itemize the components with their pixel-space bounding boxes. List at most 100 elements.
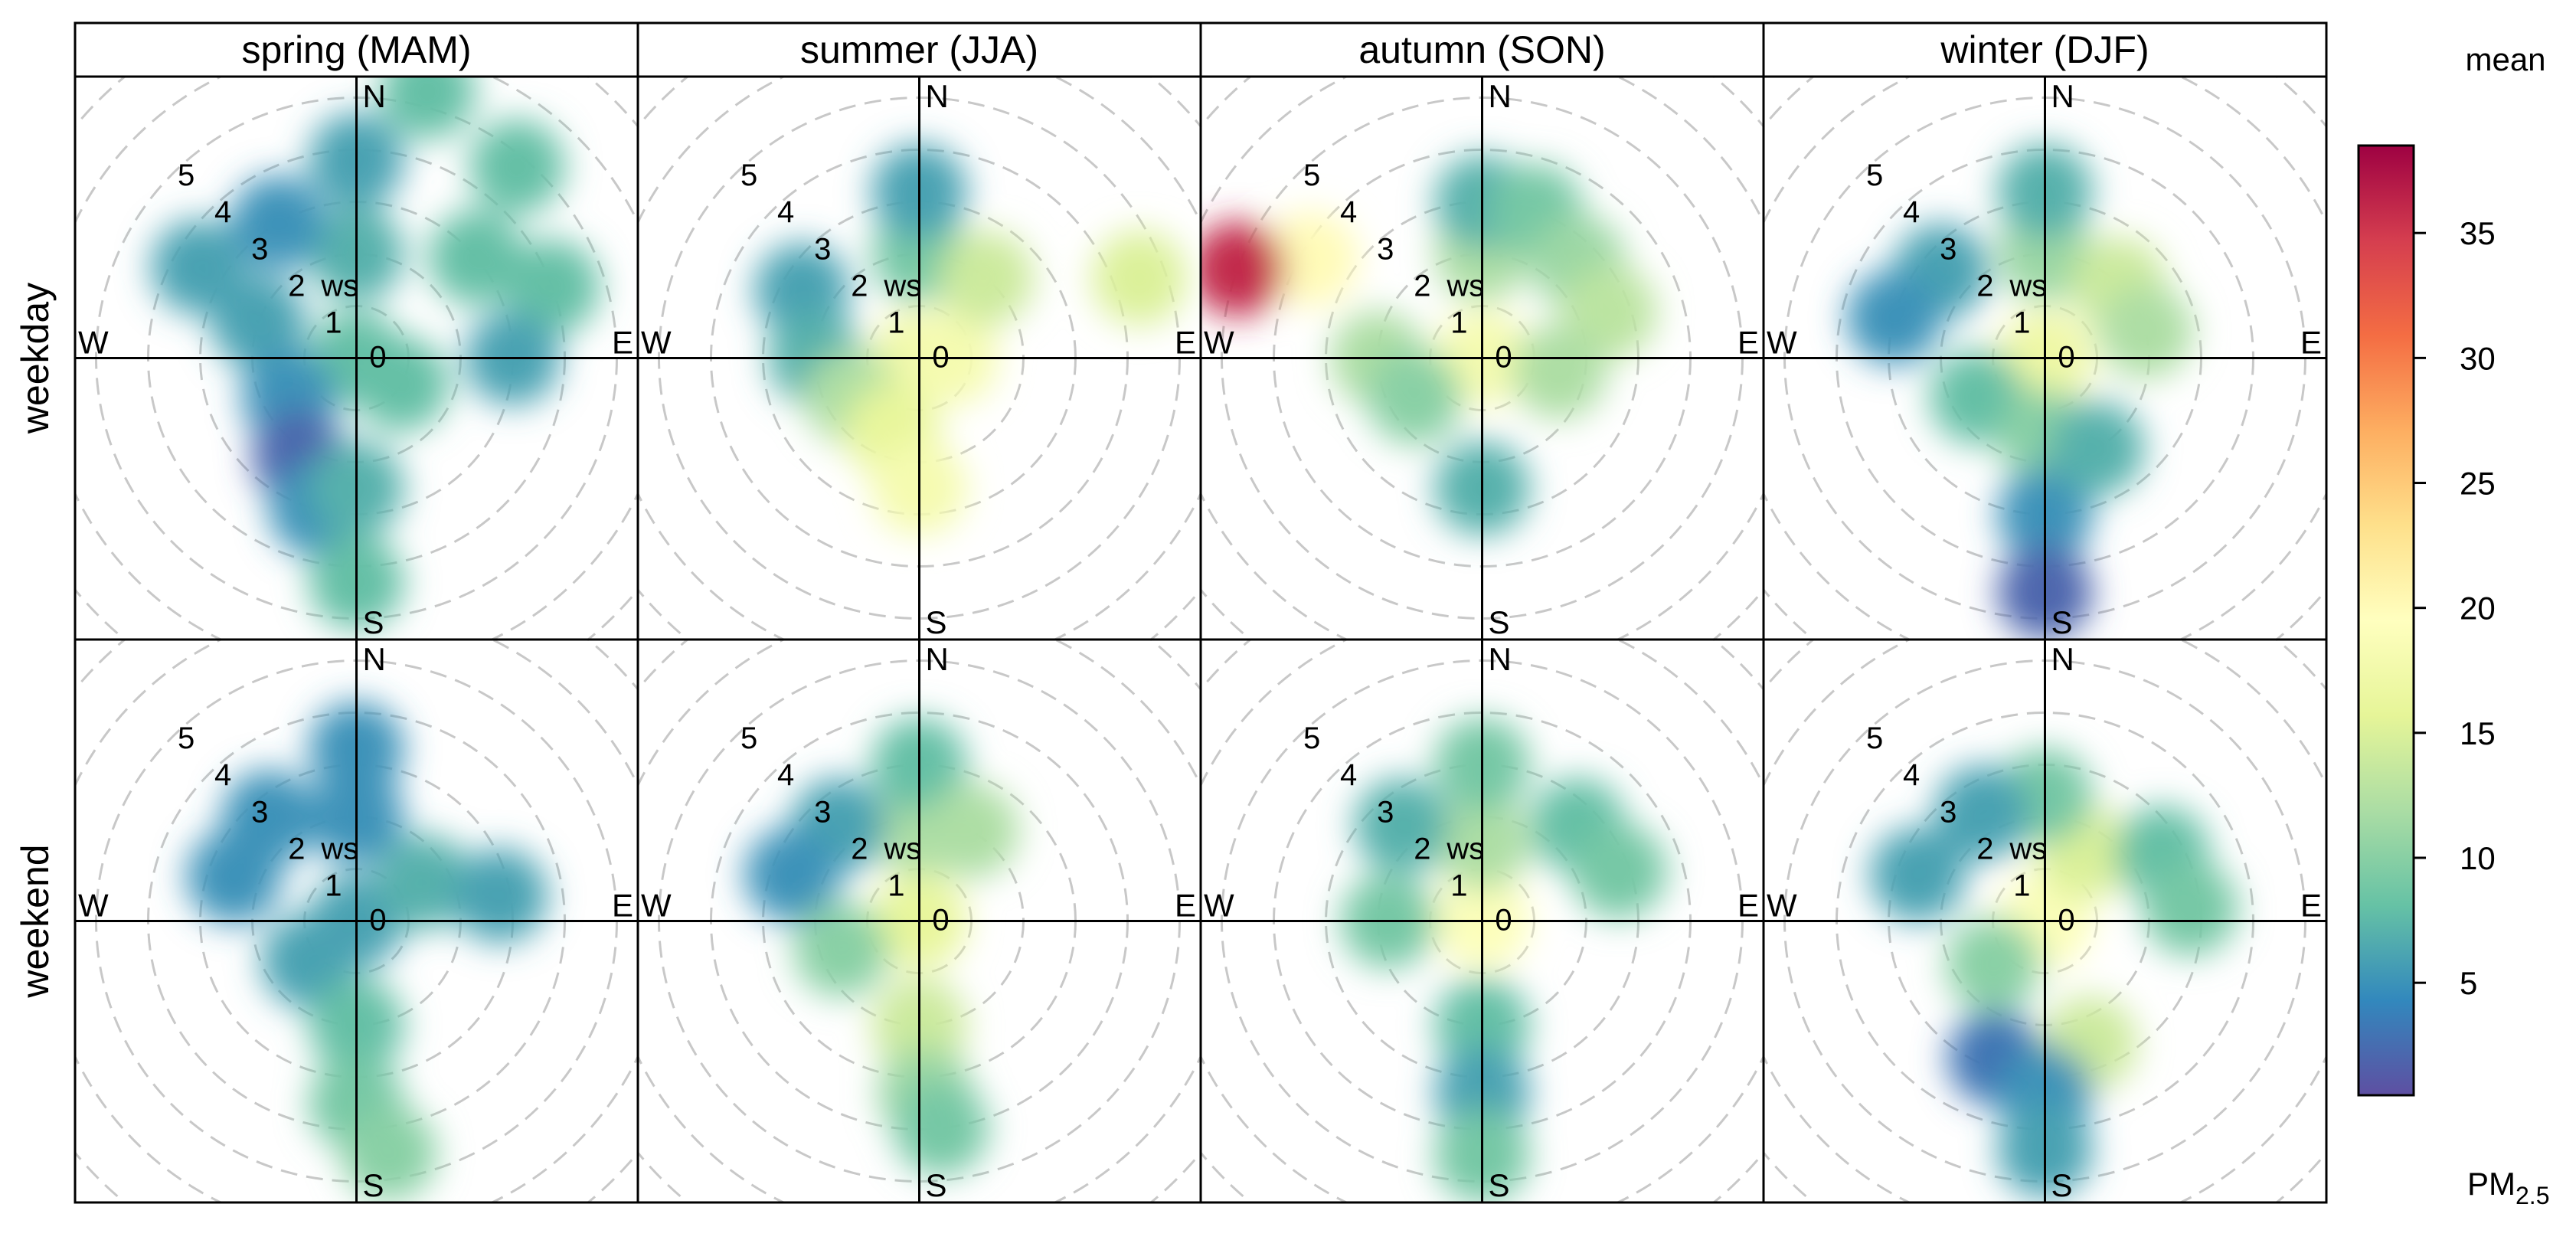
pm-value-blob [230,175,326,270]
ws-ring-label: 5 [178,721,195,755]
compass-west: W [78,325,109,361]
ws-ring-label: 0 [1495,904,1512,937]
ws-ring-label: 5 [1303,159,1320,192]
pm-value-blob [1511,324,1607,420]
ws-ring-label: 3 [1377,232,1394,266]
ws-ring-label: 1 [2013,869,2030,902]
season-label: summer (JJA) [800,28,1038,71]
pm-value-blob [376,834,472,930]
ws-ring-label: 1 [325,869,342,902]
compass-west: W [641,888,672,924]
season-label: autumn (SON) [1358,28,1605,71]
season-label: winter (DJF) [1940,28,2149,71]
ws-ring-label: 4 [214,195,231,229]
compass-south: S [926,1167,947,1203]
compass-east: E [2300,888,2322,924]
compass-south: S [926,604,947,640]
ws-ring-label: 0 [2058,904,2074,937]
pm-value-blob [1870,827,1966,923]
ws-ring-label: 1 [2013,306,2030,339]
ws-ring-label: 4 [1903,195,1920,229]
colorbar-tick-label: 15 [2460,715,2496,751]
pm-value-blob [2097,283,2193,379]
pm-surface [1846,143,2193,640]
compass-east: E [1175,888,1196,924]
pm-surface [1201,154,1657,536]
colorbar-ramp [2357,144,2415,1097]
compass-south: S [363,1167,384,1203]
compass-west: W [78,888,109,924]
ws-ring-label: 5 [1866,721,1883,755]
compass-north: N [926,78,949,114]
pm-value-blob [793,901,889,997]
ws-variable-label: ws [1446,269,1484,303]
ws-ring-label: 2 [1414,269,1430,303]
ws-ring-label: 3 [251,232,268,266]
pm-value-blob [354,336,449,432]
figure-frame [74,21,2328,1204]
pm-value-blob [211,274,306,370]
compass-south: S [2051,604,2073,640]
compass-east: E [612,325,633,361]
ws-ring-label: 3 [251,795,268,829]
pm-surface [1870,748,2238,1198]
ws-ring-label: 1 [888,869,904,902]
ws-ring-label: 4 [777,195,794,229]
compass-east: E [2300,325,2322,361]
pm-value-blob [428,210,524,306]
ws-ring-label: 2 [851,269,868,303]
pm-value-blob [744,827,840,923]
colorbar-tick-label: 25 [2460,466,2496,502]
colorbar-tick-label: 10 [2460,840,2496,876]
ws-ring-label: 1 [1450,869,1467,902]
ws-variable-label: ws [1446,832,1484,865]
pm-value-blob [505,239,600,335]
ws-ring-label: 3 [1940,232,1957,266]
ws-ring-label: 5 [1303,721,1320,755]
ws-ring-label: 0 [2058,341,2074,375]
ws-ring-label: 5 [1866,159,1883,192]
season-strips: spring (MAM) summer (JJA) autumn (SON) wint… [74,21,2328,78]
pm-value-blob [938,231,1034,326]
compass-west: W [1767,888,1797,924]
ws-variable-label: ws [2009,832,2047,865]
pm-surface [151,77,600,630]
colorbar-tick-label: 30 [2460,340,2496,376]
compass-east: E [1737,888,1759,924]
ws-ring-label: 2 [288,832,305,865]
compass-north: N [2051,78,2074,114]
statistic-label: mean [2465,41,2545,77]
compass-east: E [1737,325,1759,361]
compass-north: N [363,641,386,677]
ws-ring-label: 4 [214,758,231,792]
ws-variable-label: ws [2009,269,2047,303]
pm-value-blob [893,1081,989,1176]
pm-surface [744,717,1019,1176]
compass-east: E [1175,325,1196,361]
ws-ring-label: 0 [932,341,949,375]
ws-variable-label: ws [883,832,921,865]
compass-north: N [926,641,949,677]
ws-ring-label: 0 [932,904,949,937]
pm-value-blob [453,848,548,944]
compass-north: N [1489,641,1512,677]
compass-west: W [1767,325,1797,361]
pm-value-blob [2143,860,2238,956]
pm-value-blob [1354,777,1450,873]
compass-north: N [1489,78,1512,114]
season-strip-box [74,21,639,78]
colorbar-tick-label: 35 [2460,215,2496,251]
ws-ring-label: 4 [777,758,794,792]
ws-ring-label: 3 [1377,795,1394,829]
ws-ring-label: 2 [1976,269,1993,303]
ws-variable-label: ws [320,269,358,303]
ws-ring-label: 0 [369,904,386,937]
ws-ring-label: 2 [851,832,868,865]
